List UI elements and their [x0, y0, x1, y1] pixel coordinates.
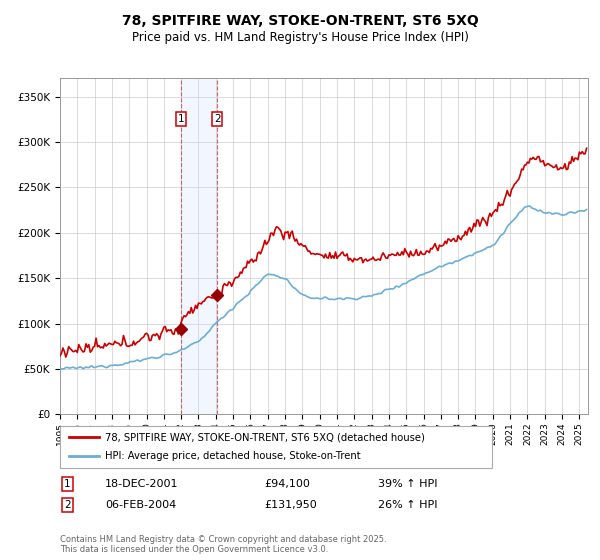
Text: 06-FEB-2004: 06-FEB-2004	[105, 500, 176, 510]
Text: Price paid vs. HM Land Registry's House Price Index (HPI): Price paid vs. HM Land Registry's House …	[131, 31, 469, 44]
Text: Contains HM Land Registry data © Crown copyright and database right 2025.
This d: Contains HM Land Registry data © Crown c…	[60, 535, 386, 554]
Text: 18-DEC-2001: 18-DEC-2001	[105, 479, 179, 489]
Text: 2: 2	[64, 500, 71, 510]
Text: £131,950: £131,950	[264, 500, 317, 510]
Text: 1: 1	[64, 479, 71, 489]
Text: 1: 1	[178, 114, 184, 124]
Text: 78, SPITFIRE WAY, STOKE-ON-TRENT, ST6 5XQ: 78, SPITFIRE WAY, STOKE-ON-TRENT, ST6 5X…	[122, 14, 478, 28]
Text: £94,100: £94,100	[264, 479, 310, 489]
Text: 26% ↑ HPI: 26% ↑ HPI	[378, 500, 437, 510]
Text: HPI: Average price, detached house, Stoke-on-Trent: HPI: Average price, detached house, Stok…	[105, 451, 361, 461]
Text: 2: 2	[214, 114, 221, 124]
Text: 78, SPITFIRE WAY, STOKE-ON-TRENT, ST6 5XQ (detached house): 78, SPITFIRE WAY, STOKE-ON-TRENT, ST6 5X…	[105, 432, 425, 442]
Text: 39% ↑ HPI: 39% ↑ HPI	[378, 479, 437, 489]
Bar	[181, 78, 217, 414]
